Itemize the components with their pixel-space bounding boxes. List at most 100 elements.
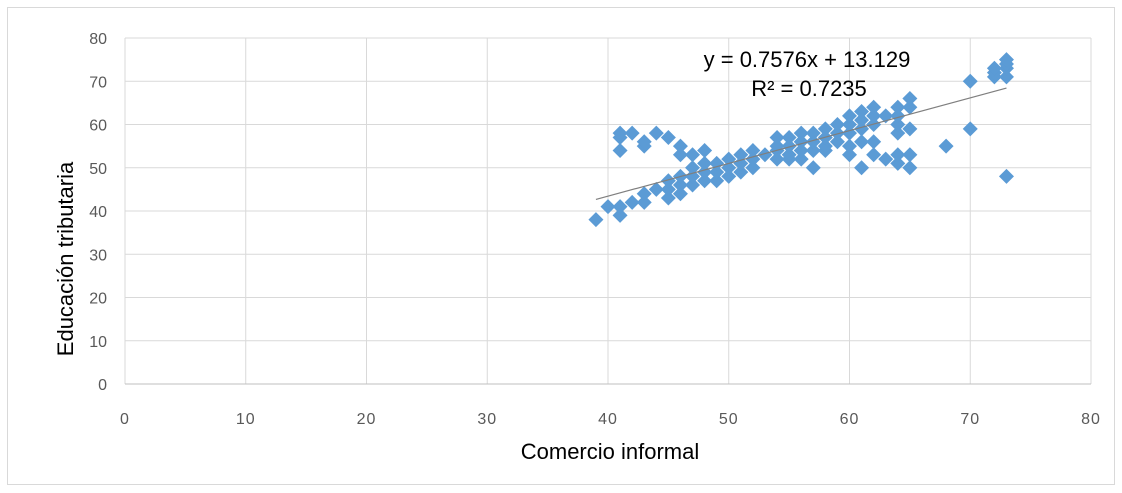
data-point bbox=[854, 112, 870, 128]
data-point bbox=[697, 142, 713, 158]
data-point bbox=[672, 177, 688, 193]
data-point bbox=[636, 186, 652, 202]
x-tick-label: 70 bbox=[960, 411, 980, 428]
y-axis-tick-labels: 0 10 20 30 40 50 60 70 80 bbox=[89, 31, 107, 394]
data-point bbox=[781, 138, 797, 154]
data-point bbox=[697, 173, 713, 189]
data-point bbox=[902, 160, 918, 176]
trendline-equation: y = 0.7576x + 13.129 bbox=[704, 47, 911, 72]
data-point bbox=[685, 160, 701, 176]
data-point bbox=[685, 177, 701, 193]
data-point bbox=[660, 190, 676, 206]
data-point bbox=[660, 173, 676, 189]
x-axis-tick-labels: 0 10 20 30 40 50 60 70 80 bbox=[120, 411, 1101, 428]
data-point bbox=[829, 117, 845, 132]
data-point bbox=[636, 194, 652, 210]
x-tick-label: 20 bbox=[357, 411, 377, 428]
scatter-chart: 0 10 20 30 40 50 60 70 80 0 10 20 30 40 50 60 70 80 y = … bbox=[53, 31, 1101, 464]
data-point bbox=[781, 129, 797, 145]
data-point bbox=[890, 108, 906, 124]
y-tick-label: 60 bbox=[89, 118, 107, 135]
data-point bbox=[672, 138, 688, 154]
data-point bbox=[854, 160, 870, 176]
data-point bbox=[781, 147, 797, 163]
data-point bbox=[854, 134, 870, 150]
data-point bbox=[757, 147, 773, 163]
data-point bbox=[793, 134, 809, 150]
data-point bbox=[817, 121, 833, 137]
data-point bbox=[612, 199, 628, 215]
data-point bbox=[902, 99, 918, 115]
x-tick-label: 50 bbox=[719, 411, 739, 428]
data-point bbox=[721, 168, 737, 184]
y-tick-label: 50 bbox=[89, 161, 107, 178]
x-tick-label: 0 bbox=[120, 411, 130, 428]
data-point bbox=[866, 147, 882, 163]
y-axis-title: Educación tributaria bbox=[53, 161, 78, 356]
data-point bbox=[685, 147, 701, 163]
data-point bbox=[890, 117, 906, 132]
data-point bbox=[986, 60, 1002, 76]
data-point bbox=[829, 134, 845, 150]
data-point bbox=[648, 125, 664, 141]
data-point bbox=[890, 155, 906, 171]
data-point bbox=[805, 142, 821, 158]
data-point bbox=[612, 142, 628, 158]
data-point bbox=[854, 121, 870, 137]
data-point bbox=[998, 69, 1014, 85]
linear-trendline bbox=[595, 87, 1007, 201]
data-point bbox=[709, 173, 725, 189]
x-tick-label: 80 bbox=[1081, 411, 1101, 428]
data-point bbox=[660, 181, 676, 197]
data-point bbox=[902, 147, 918, 163]
data-point bbox=[866, 108, 882, 124]
data-point bbox=[588, 212, 604, 228]
data-point bbox=[793, 142, 809, 158]
data-point bbox=[600, 199, 616, 215]
data-point bbox=[805, 134, 821, 150]
data-point bbox=[769, 151, 785, 167]
data-point bbox=[709, 164, 725, 180]
data-point bbox=[902, 121, 918, 137]
data-point bbox=[854, 104, 870, 120]
data-point bbox=[660, 129, 676, 145]
data-point bbox=[793, 151, 809, 167]
r-squared-label: R² = 0.7235 bbox=[751, 76, 867, 101]
data-point bbox=[962, 121, 978, 137]
data-point bbox=[636, 134, 652, 150]
y-tick-label: 40 bbox=[89, 204, 107, 221]
data-point bbox=[998, 52, 1014, 68]
data-point bbox=[998, 168, 1014, 184]
data-point bbox=[805, 125, 821, 141]
data-point bbox=[962, 73, 978, 89]
x-axis-title: Comercio informal bbox=[521, 439, 700, 464]
data-point bbox=[745, 160, 761, 176]
data-point bbox=[866, 99, 882, 115]
x-tick-label: 10 bbox=[236, 411, 256, 428]
x-tick-label: 40 bbox=[598, 411, 618, 428]
x-tick-label: 60 bbox=[840, 411, 860, 428]
data-point bbox=[938, 138, 954, 154]
data-point bbox=[890, 147, 906, 163]
y-tick-label: 10 bbox=[89, 334, 107, 351]
data-point bbox=[842, 138, 857, 154]
data-point bbox=[733, 164, 749, 180]
data-point bbox=[672, 186, 688, 202]
data-point bbox=[624, 194, 640, 210]
data-point bbox=[672, 147, 688, 163]
y-tick-label: 70 bbox=[89, 74, 107, 91]
y-tick-label: 80 bbox=[89, 31, 107, 48]
data-point bbox=[769, 129, 785, 145]
data-point bbox=[902, 91, 918, 107]
data-point bbox=[842, 117, 857, 132]
data-point bbox=[866, 134, 882, 150]
y-tick-label: 0 bbox=[98, 377, 107, 394]
x-tick-label: 30 bbox=[477, 411, 497, 428]
data-point bbox=[648, 181, 664, 197]
chart-frame: 0 10 20 30 40 50 60 70 80 0 10 20 30 40 50 60 70 80 y = … bbox=[7, 7, 1115, 485]
data-point bbox=[842, 147, 857, 163]
y-tick-label: 20 bbox=[89, 291, 107, 308]
data-point bbox=[805, 160, 821, 176]
data-point bbox=[612, 207, 628, 223]
data-point bbox=[745, 142, 761, 158]
